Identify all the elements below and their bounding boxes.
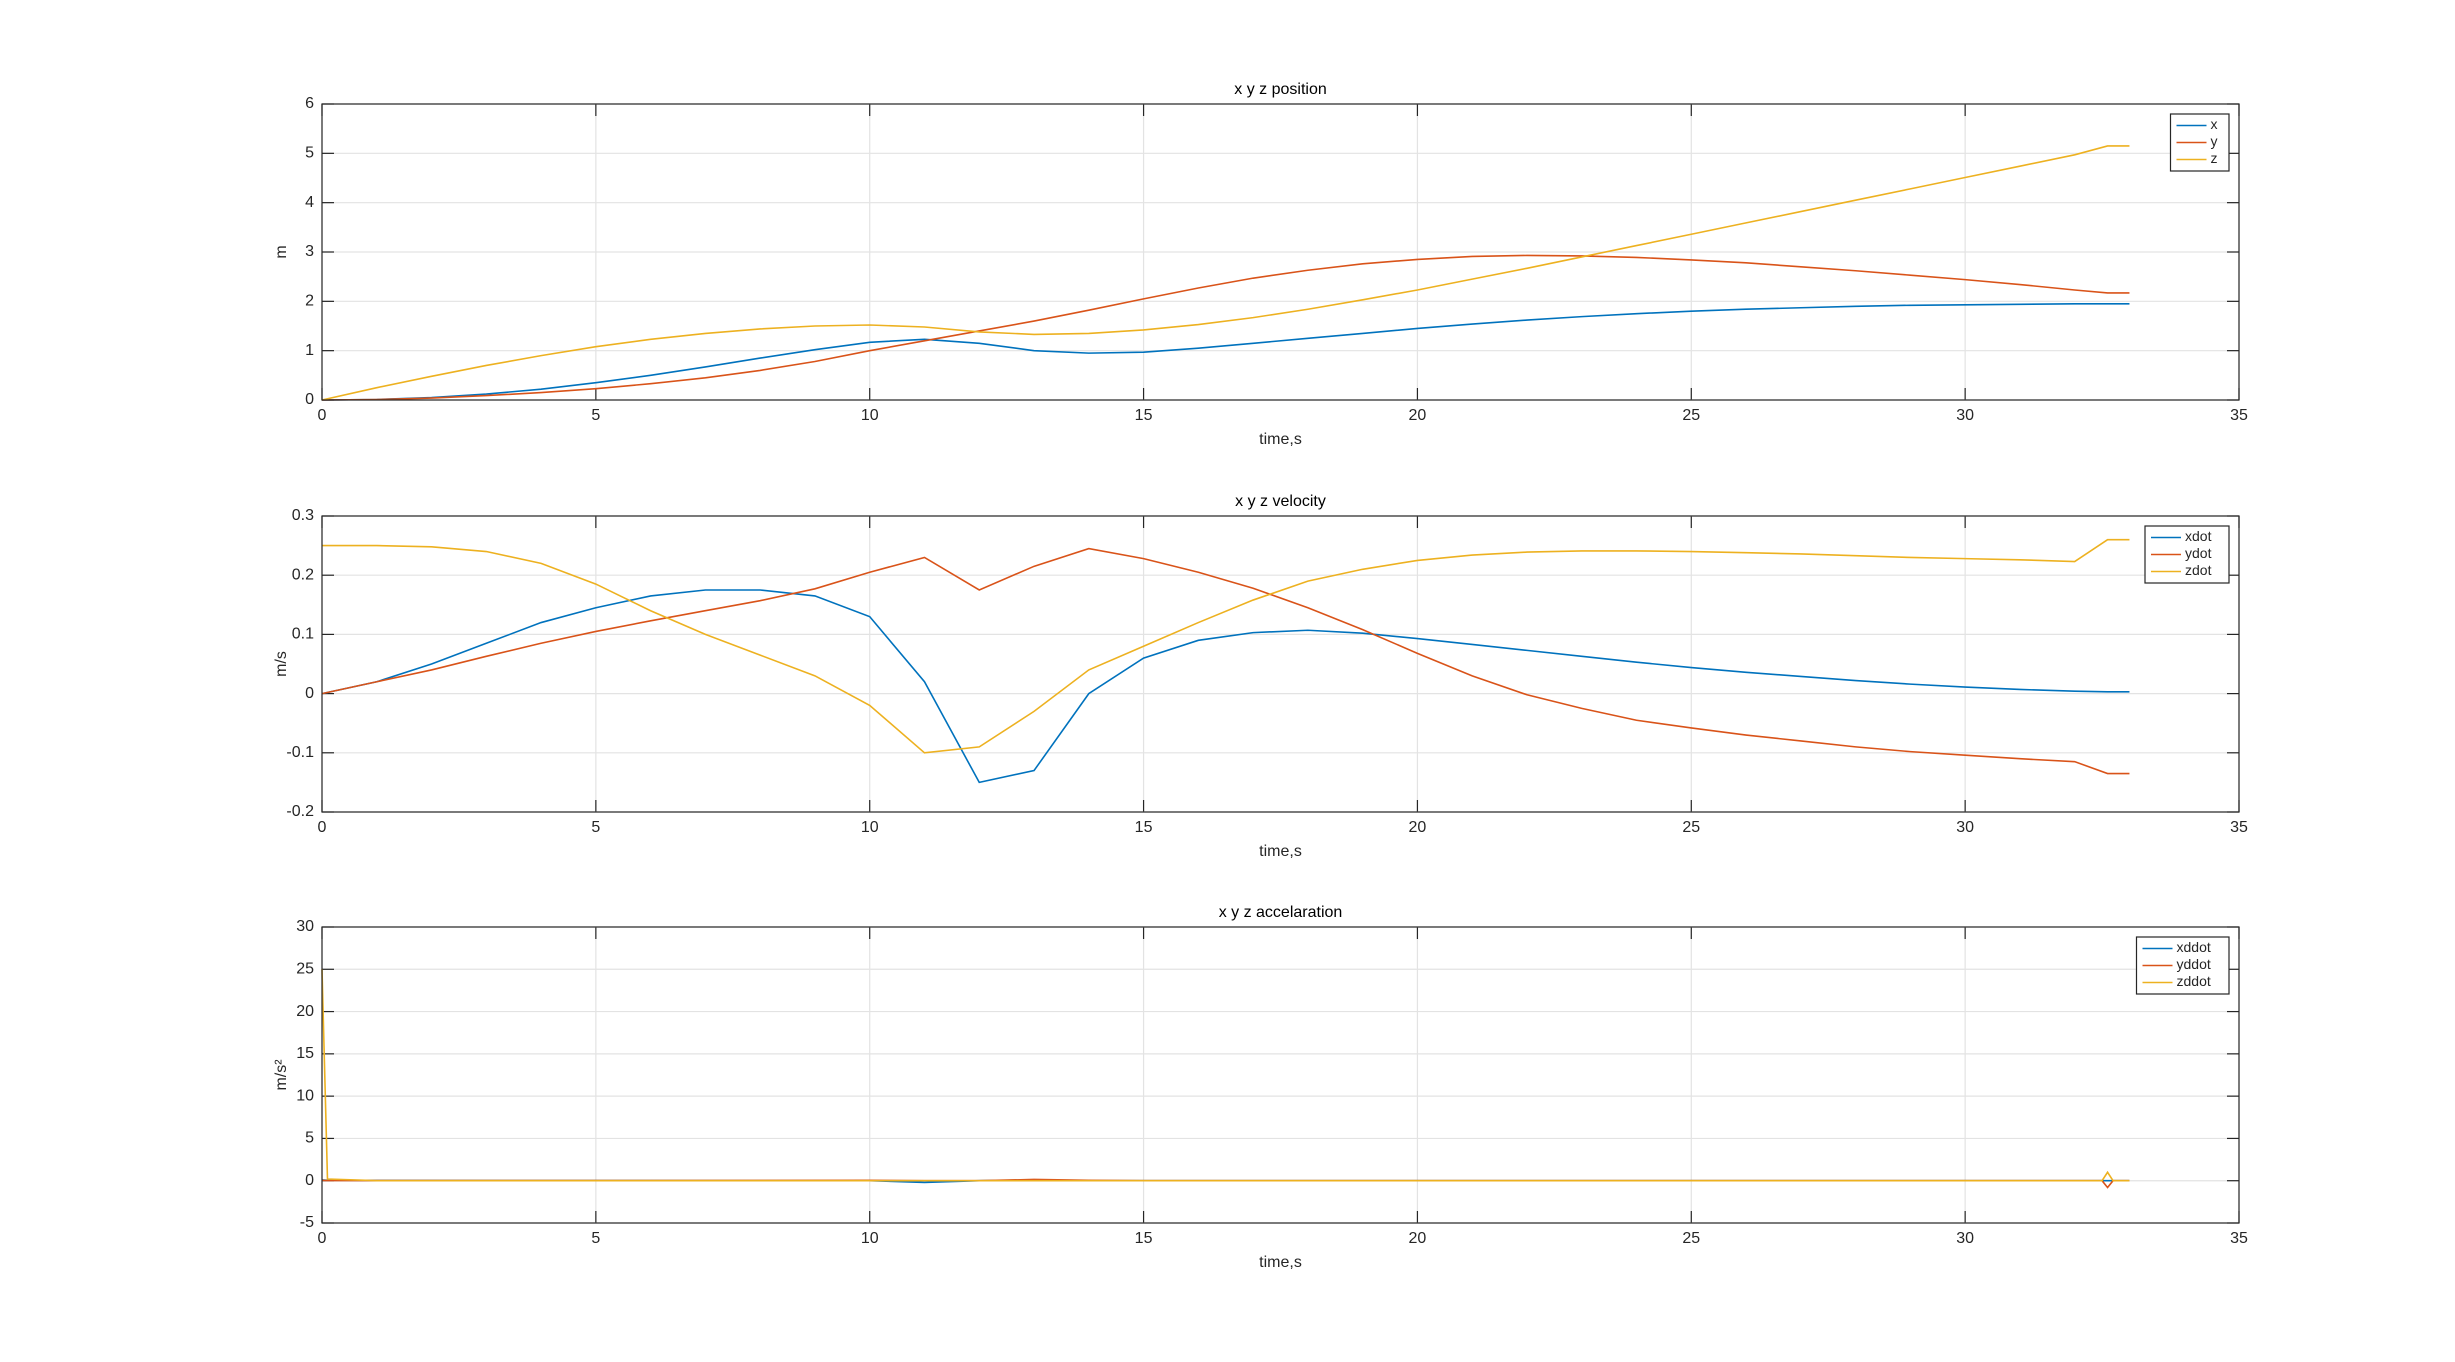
y-tick-label: 0 — [305, 1172, 314, 1189]
y-tick-label: -5 — [300, 1214, 314, 1231]
y-tick-label: 10 — [296, 1087, 314, 1104]
y-tick-label: 25 — [296, 961, 314, 978]
chart-title: x y z accelaration — [1219, 904, 1343, 921]
data-line — [321, 145, 2130, 401]
y-tick-label: 15 — [296, 1045, 314, 1062]
x-tick-label: 0 — [318, 819, 327, 836]
y-tick-label: 5 — [305, 145, 314, 162]
y-tick-label: 5 — [305, 1130, 314, 1147]
axes-box — [321, 103, 2240, 401]
y-tick-label: 30 — [296, 918, 314, 935]
chart-title: x y z velocity — [1235, 493, 1326, 510]
axes-box — [321, 926, 2240, 1224]
y-axis-label: m/s² — [273, 1059, 290, 1091]
x-tick-label: 30 — [1956, 407, 1974, 424]
x-axis-label: time,s — [1259, 843, 1302, 860]
x-tick-label: 30 — [1956, 819, 1974, 836]
legend-label: y — [2211, 133, 2218, 149]
x-tick-label: 25 — [1682, 819, 1700, 836]
data-line — [321, 303, 2130, 401]
data-line — [322, 538, 2130, 754]
y-tick-label: -0.1 — [286, 744, 314, 761]
x-tick-label: 25 — [1682, 407, 1700, 424]
data-line — [321, 589, 2130, 784]
data-line — [321, 969, 2130, 1182]
x-tick-label: 25 — [1682, 1230, 1700, 1247]
x-tick-label: 15 — [1135, 819, 1153, 836]
y-tick-label: 0 — [305, 685, 314, 702]
x-tick-label: 5 — [591, 819, 600, 836]
legend-label: ydot — [2185, 545, 2212, 561]
y-tick-label: 6 — [305, 95, 314, 112]
x-tick-label: 0 — [318, 407, 327, 424]
x-tick-label: 10 — [861, 407, 879, 424]
x-tick-label: 5 — [591, 407, 600, 424]
data-line — [321, 254, 2130, 401]
legend-label: xdot — [2185, 528, 2212, 544]
x-axis-label: time,s — [1259, 1254, 1302, 1271]
axes-box — [321, 515, 2240, 813]
x-tick-label: 35 — [2230, 819, 2248, 836]
x-tick-label: 20 — [1409, 407, 1427, 424]
legend-label: zddot — [2177, 973, 2211, 989]
legend-label: xddot — [2177, 939, 2211, 955]
x-tick-label: 20 — [1409, 1230, 1427, 1247]
legend-label: z — [2211, 150, 2218, 166]
y-tick-label: 4 — [305, 194, 314, 211]
y-tick-label: -0.2 — [286, 803, 314, 820]
y-axis-label: m — [273, 245, 290, 258]
x-tick-label: 5 — [591, 1230, 600, 1247]
x-tick-label: 20 — [1409, 819, 1427, 836]
y-tick-label: 20 — [296, 1003, 314, 1020]
legend-label: yddot — [2177, 956, 2211, 972]
x-tick-label: 0 — [318, 1230, 327, 1247]
x-tick-label: 10 — [861, 819, 879, 836]
data-line — [321, 547, 2130, 775]
x-tick-label: 35 — [2230, 407, 2248, 424]
x-tick-label: 15 — [1135, 407, 1153, 424]
y-axis-label: m/s — [273, 651, 290, 677]
y-tick-label: 3 — [305, 243, 314, 260]
x-tick-label: 10 — [861, 1230, 879, 1247]
x-tick-label: 30 — [1956, 1230, 1974, 1247]
chart-title: x y z position — [1234, 81, 1326, 98]
legend-label: zdot — [2185, 562, 2212, 578]
x-tick-label: 15 — [1135, 1230, 1153, 1247]
y-tick-label: 2 — [305, 293, 314, 310]
y-tick-label: 0 — [305, 391, 314, 408]
y-tick-label: 0.1 — [292, 626, 314, 643]
y-tick-label: 0.3 — [292, 507, 314, 524]
x-axis-label: time,s — [1259, 431, 1302, 448]
x-tick-label: 35 — [2230, 1230, 2248, 1247]
legend-label: x — [2211, 116, 2218, 132]
y-tick-label: 1 — [305, 342, 314, 359]
y-tick-label: 0.2 — [292, 566, 314, 583]
